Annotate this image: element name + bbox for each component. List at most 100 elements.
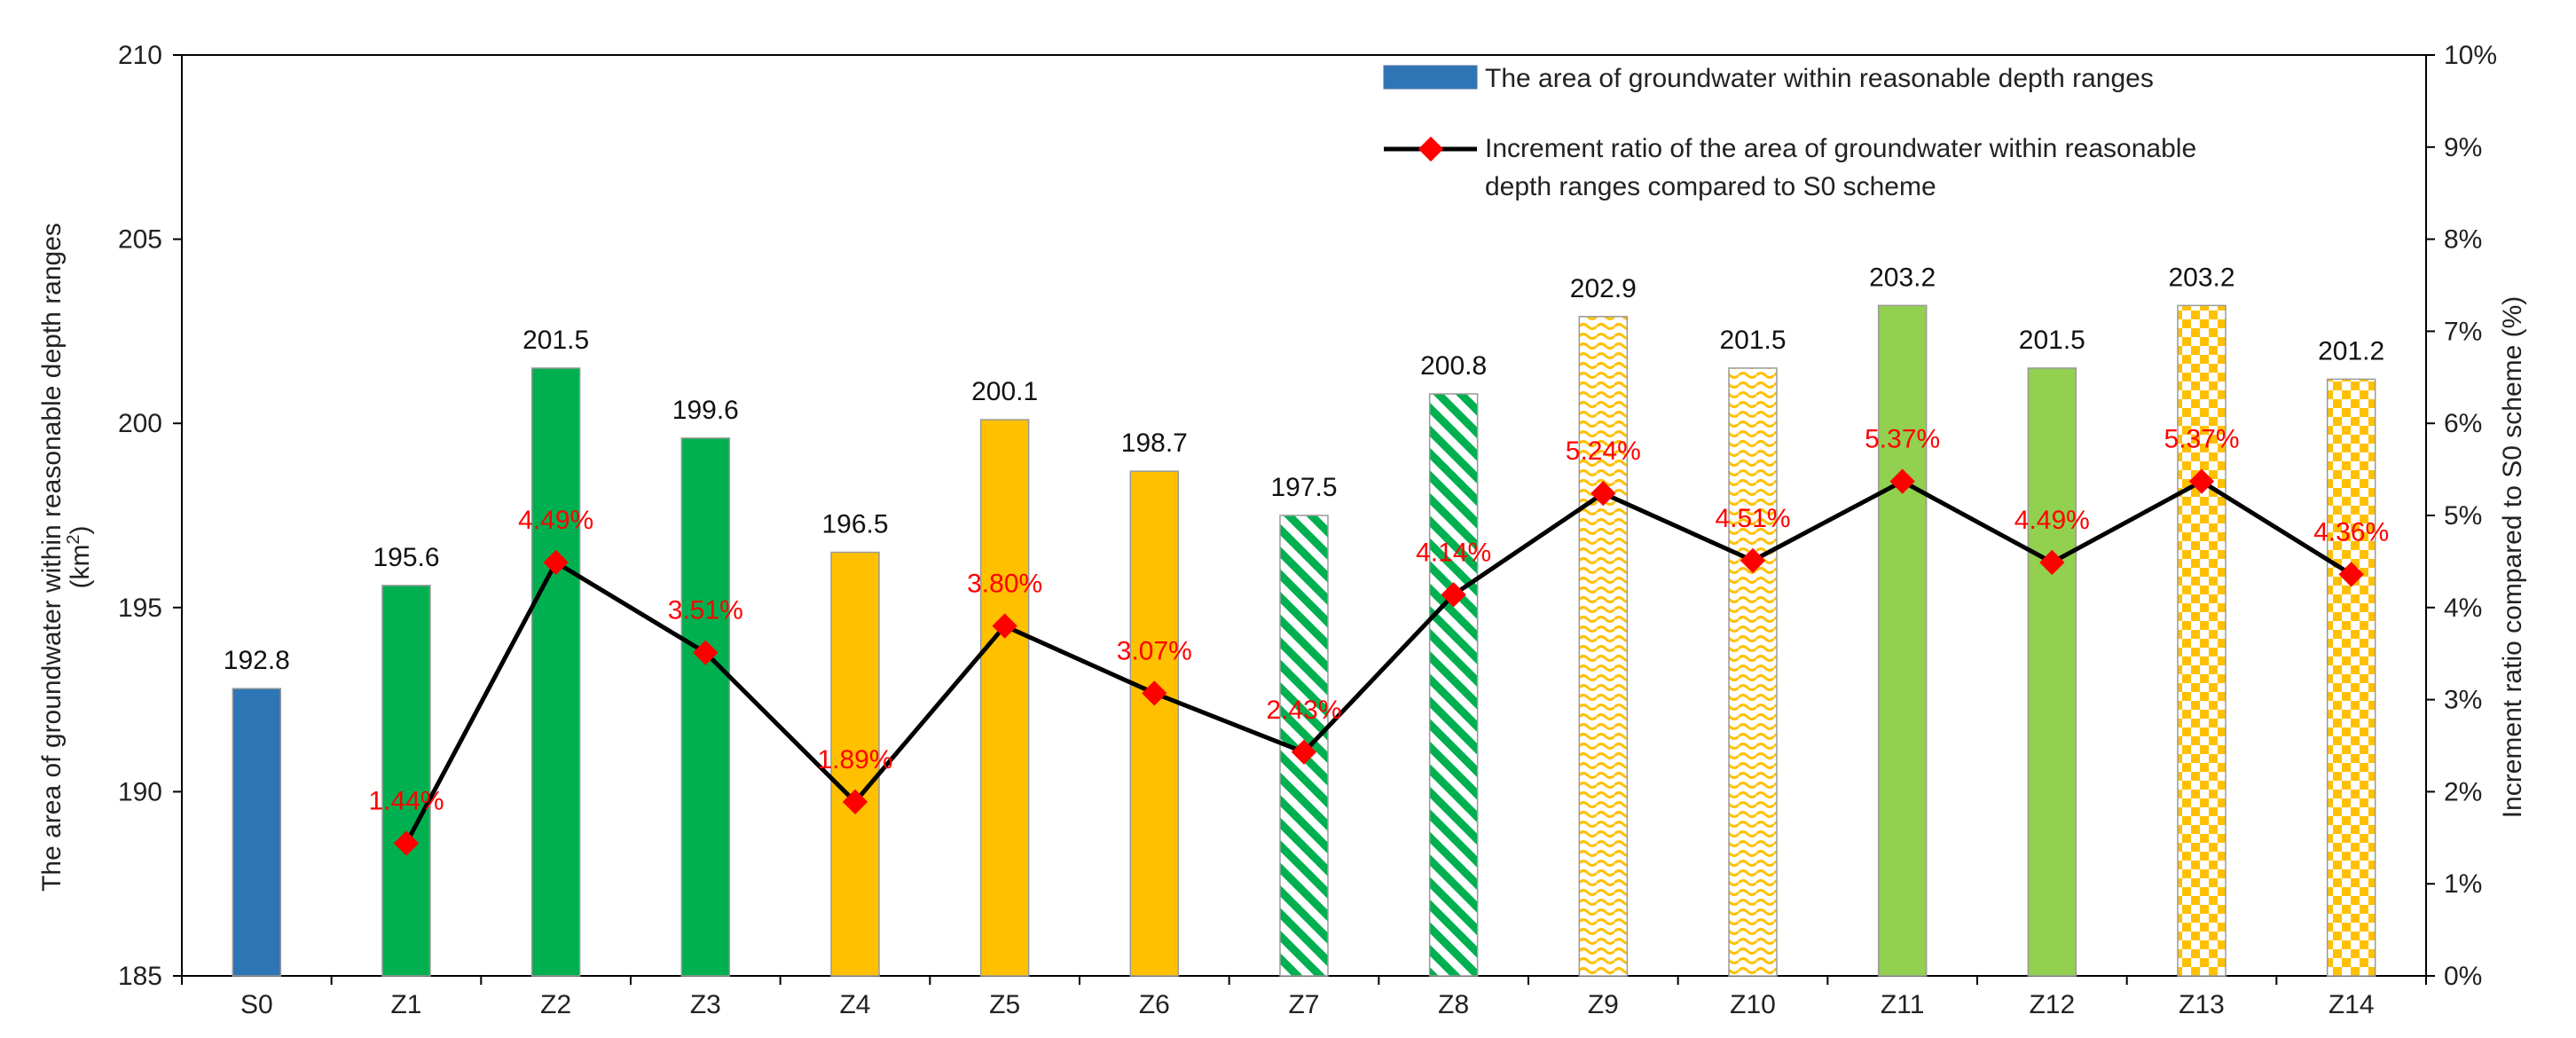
bar-value-label: 202.9	[1570, 274, 1637, 303]
ratio-marker	[393, 830, 420, 856]
bar	[979, 419, 1030, 977]
ratio-value-label: 1.44%	[368, 787, 444, 816]
bar-value-label: 203.2	[1869, 263, 1936, 292]
bar-value-label: 198.7	[1121, 429, 1188, 458]
bar	[1728, 367, 1778, 977]
bar-value-label: 201.5	[2019, 326, 2085, 355]
x-tick-label: Z12	[2029, 990, 2075, 1019]
x-tick-label: Z10	[1730, 990, 1776, 1019]
legend-bar-label: The area of groundwater within reasonabl…	[1485, 64, 2154, 93]
ratio-marker	[1142, 680, 1167, 706]
bar-value-label: 199.6	[672, 396, 739, 425]
y2-tick-label: 3%	[2444, 686, 2482, 715]
ratio-marker	[2188, 468, 2215, 494]
y2-tick-label: 2%	[2444, 777, 2482, 806]
y2-tick-label: 4%	[2444, 594, 2482, 623]
bar	[2027, 367, 2077, 977]
bar	[530, 367, 581, 977]
ratio-marker	[1740, 547, 1766, 574]
bar	[830, 551, 880, 977]
plot-area: 185 190 195 200 205 210 0% 1% 2% 3% 4% 5% 6% 7% 8% 9% 10…	[118, 41, 2497, 1019]
bar	[381, 585, 431, 977]
bar-value-label: 201.2	[2318, 336, 2384, 366]
ratio-marker	[1441, 582, 1466, 608]
y2-tick-label: 8%	[2444, 225, 2482, 255]
x-tick-label: Z8	[1438, 990, 1469, 1019]
y2-tick-label: 0%	[2444, 962, 2482, 991]
x-tick-label: Z4	[839, 990, 870, 1019]
ratio-value-label: 4.49%	[2014, 506, 2090, 535]
bar	[1129, 470, 1180, 977]
y-axis-unit: (km2)	[64, 525, 95, 588]
ratio-marker	[693, 640, 719, 665]
x-tick-label: Z13	[2179, 990, 2225, 1019]
y2-tick-label: 10%	[2444, 41, 2497, 70]
ratio-marker	[1889, 468, 1915, 494]
bar-value-label: 192.8	[224, 646, 290, 675]
bar	[2326, 378, 2376, 977]
ratio-marker	[1291, 739, 1317, 765]
x-tick-label: Z5	[989, 990, 1020, 1019]
ratio-line	[404, 479, 2352, 845]
ratio-value-label: 5.24%	[1566, 436, 1641, 466]
bar-value-label: 197.5	[1270, 473, 1337, 502]
y2-axis-label: Increment ratio compared to S0 scheme (%…	[2498, 296, 2527, 819]
bar	[1428, 393, 1479, 977]
bar	[232, 688, 282, 977]
y-tick-label: 195	[118, 594, 162, 623]
x-tick-label: Z11	[1881, 990, 1924, 1019]
x-tick-label: S0	[240, 990, 273, 1019]
bar	[2177, 304, 2227, 977]
ratio-value-label: 3.07%	[1117, 636, 1192, 665]
bar-value-label: 203.2	[2168, 263, 2234, 292]
bar-value-label: 201.5	[1719, 326, 1786, 355]
y2-tick-label: 5%	[2444, 501, 2482, 531]
legend: The area of groundwater within reasonabl…	[1383, 64, 2196, 201]
x-tick-label: Z3	[690, 990, 721, 1019]
ratio-marker	[1590, 480, 1616, 507]
ratio-marker	[842, 789, 868, 814]
y-tick-label: 190	[118, 777, 162, 806]
ratio-value-label: 4.49%	[518, 506, 593, 535]
y-tick-label: 185	[118, 962, 162, 991]
y-tick-label: 210	[118, 41, 162, 70]
ratio-marker	[2039, 549, 2065, 576]
ratio-value-label: 3.51%	[668, 596, 743, 625]
legend-line-label-1: Increment ratio of the area of groundwat…	[1485, 134, 2196, 163]
legend-bar-swatch	[1383, 65, 1478, 90]
ratio-value-label: 5.37%	[1865, 425, 1940, 454]
ratio-value-label: 5.37%	[2164, 425, 2239, 454]
x-tick-label: Z6	[1139, 990, 1170, 1019]
y2-tick-label: 1%	[2444, 869, 2482, 899]
x-tick-label: Z7	[1288, 990, 1319, 1019]
x-tick-label: Z9	[1588, 990, 1619, 1019]
ratio-marker	[2338, 562, 2364, 587]
ratio-marker	[543, 549, 569, 576]
bar	[680, 437, 731, 977]
y-tick-label: 200	[118, 409, 162, 438]
ratio-value-label: 1.89%	[817, 745, 892, 775]
y2-tick-label: 7%	[2444, 317, 2482, 346]
y-axis-label: The area of groundwater within reasonabl…	[37, 223, 67, 892]
ratio-value-label: 4.51%	[1715, 504, 1790, 533]
bar-value-label: 196.5	[821, 510, 888, 539]
ratio-value-label: 2.43%	[1266, 696, 1341, 725]
y2-tick-label: 6%	[2444, 409, 2482, 438]
y-tick-label: 205	[118, 225, 162, 255]
y2-tick-label: 9%	[2444, 133, 2482, 162]
ratio-marker	[992, 613, 1017, 639]
x-tick-label: Z14	[2329, 990, 2375, 1019]
x-tick-label: Z1	[390, 990, 421, 1019]
bar	[1877, 304, 1928, 977]
ratio-value-label: 4.36%	[2313, 517, 2389, 547]
bar-value-label: 200.8	[1420, 351, 1487, 381]
bar-value-label: 195.6	[373, 543, 439, 572]
legend-line-label-2: depth ranges compared to S0 scheme	[1485, 172, 1936, 201]
x-tick-label: Z2	[540, 990, 571, 1019]
bar	[1578, 316, 1629, 977]
legend-marker-swatch	[1418, 136, 1444, 162]
ratio-value-label: 3.80%	[967, 570, 1042, 599]
bar-value-label: 200.1	[971, 377, 1038, 406]
ratio-value-label: 4.14%	[1416, 538, 1491, 567]
